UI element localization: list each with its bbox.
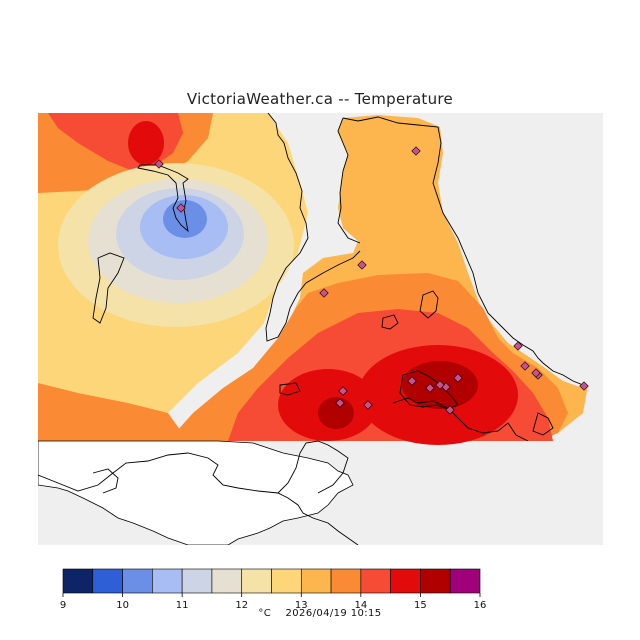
station-marker-3 [357, 260, 367, 270]
station-marker-10 [338, 386, 348, 396]
coast-lower-east [277, 440, 349, 494]
legend-bin-13 [449, 568, 481, 594]
station-marker-1 [176, 203, 186, 213]
legend-bin-3 [152, 568, 183, 594]
legend-bin-11 [390, 568, 421, 594]
station-marker-13 [407, 376, 417, 386]
station-marker-12 [363, 400, 373, 410]
coast-east-shore [342, 116, 584, 386]
legend-unit: °C [258, 608, 272, 619]
coast-peninsula [265, 113, 361, 342]
legend-bin-4 [181, 568, 213, 594]
legend-bin-5 [211, 568, 243, 594]
legend-bin-1 [92, 568, 123, 594]
station-marker-8 [531, 368, 541, 378]
legend-bin-6 [241, 568, 272, 594]
legend-footer: °C 2026/04/19 10:15 [0, 608, 640, 619]
coast-inlet [137, 164, 189, 233]
coast-south-tip [532, 412, 554, 436]
legend-bin-2 [122, 568, 153, 594]
station-marker-18 [445, 405, 455, 415]
temperature-field [38, 113, 588, 445]
coast-lower-main [38, 452, 359, 545]
coast-island-4 [279, 382, 301, 396]
weather-stations [154, 146, 589, 415]
station-marker-0 [154, 159, 164, 169]
zone-darkest-west [318, 397, 354, 429]
water-strait [38, 440, 354, 545]
map-timestamp: 2026/04/19 10:15 [285, 608, 382, 619]
station-marker-2 [411, 146, 421, 156]
coast-island-3 [381, 314, 399, 330]
map-title: VictoriaWeather.ca -- Temperature [186, 90, 454, 108]
station-marker-11 [335, 398, 345, 408]
station-marker-6 [520, 361, 530, 371]
coast-island-1 [92, 252, 125, 324]
coast-lower-bay [92, 468, 119, 494]
coast-islands-cluster [392, 397, 529, 442]
zone-mid-blue [163, 200, 207, 238]
station-marker-16 [435, 380, 445, 390]
legend-bin-9 [330, 568, 362, 594]
station-marker-17 [453, 373, 463, 383]
legend-bin-0 [62, 568, 94, 594]
legend-bin-10 [360, 568, 391, 594]
legend-bin-7 [271, 568, 302, 594]
coast-island-2 [419, 290, 439, 319]
station-marker-14 [425, 383, 435, 393]
station-marker-9 [579, 381, 589, 391]
legend-color-bins [62, 568, 481, 594]
coastlines [92, 113, 584, 442]
lower-coastlines [38, 440, 359, 545]
coast-bay [337, 117, 361, 244]
zone-orange-southwest [38, 383, 188, 441]
station-marker-4 [319, 288, 329, 298]
legend-bin-12 [420, 568, 451, 594]
coast-islands-cluster-2 [399, 370, 459, 410]
zone-dark-red-nw [128, 121, 164, 165]
legend-bin-8 [300, 568, 332, 594]
station-marker-5 [513, 341, 523, 351]
temperature-map [38, 113, 603, 545]
